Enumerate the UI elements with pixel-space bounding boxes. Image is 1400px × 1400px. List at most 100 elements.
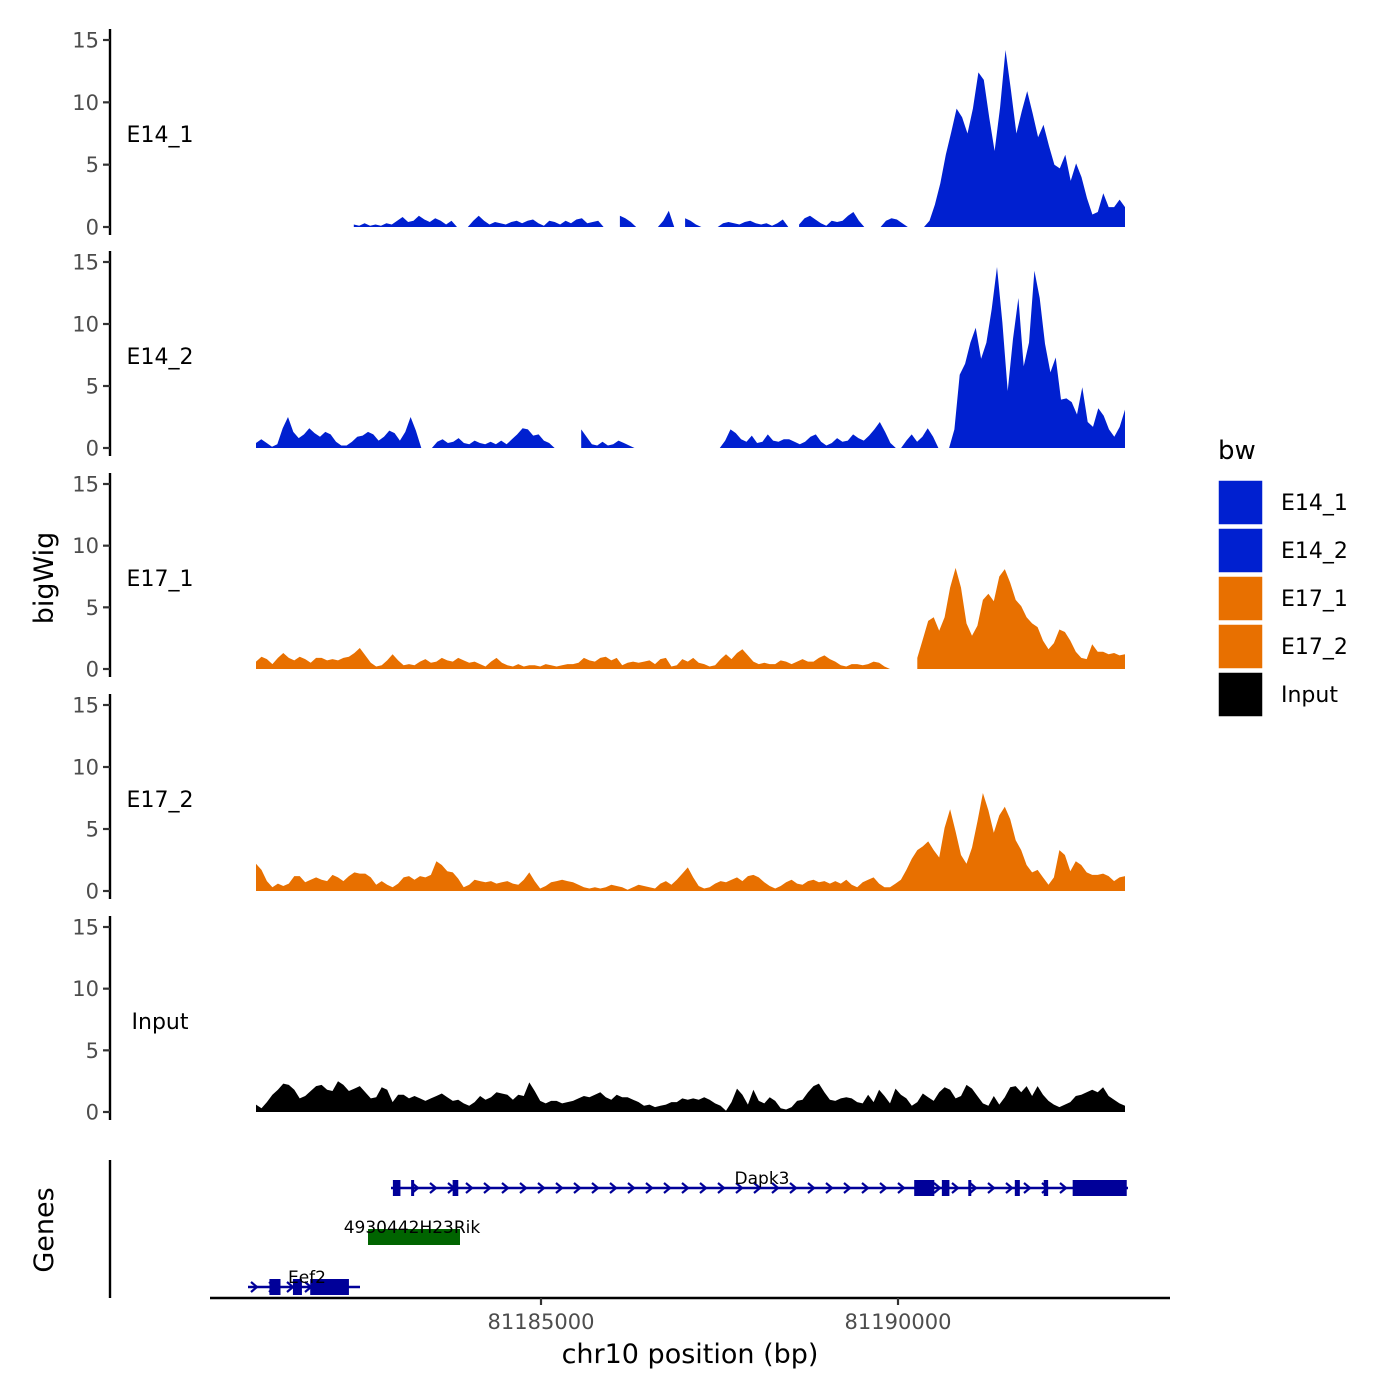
strand-chevron [717,1182,726,1194]
gene-dapk3: Dapk3 [391,1169,1128,1196]
track-label: E14_2 [127,345,194,370]
legend-item: E14_1 [1217,479,1348,526]
gene-exon [914,1180,935,1196]
y-axis-title: bigWig [29,532,60,625]
legend-item: E17_1 [1217,575,1348,622]
gene-exon [392,1180,401,1196]
y-tick-label: 5 [86,153,99,177]
track-label: E17_2 [127,788,194,813]
legend-item: E14_2 [1217,527,1348,574]
strand-chevron [429,1182,438,1194]
track-e17_2: 0 5 10 15 E17_2 [72,694,1125,904]
track-e14_1: 0 5 10 15 E14_1 [72,29,1125,240]
signal-area-e17_1 [256,567,1125,669]
y-tick-label: 10 [72,313,99,337]
strand-chevron [753,1182,762,1194]
signal-tracks: 0 5 10 15 E14_1 0 5 10 15 E14_2 0 5 10 15 E17_1 0 5 10 15 E… [72,29,1125,1125]
signal-area-e14_1 [256,50,1125,227]
y-tick-label: 15 [72,29,99,53]
legend-swatch [1217,671,1264,718]
strand-chevron [519,1182,528,1194]
strand-chevron [573,1182,582,1194]
strand-chevron [645,1182,654,1194]
y-tick-label: 5 [86,375,99,399]
y-tick-label: 15 [72,916,99,940]
strand-chevron [861,1182,870,1194]
strand-chevron [250,1281,259,1293]
strand-chevron [987,1182,996,1194]
genes-axis-title: Genes [29,1187,60,1272]
gene-4930442h23rik: 4930442H23Rik [344,1218,481,1245]
strand-chevron [1059,1182,1068,1194]
y-tick-label: 0 [86,437,99,461]
y-tick-label: 5 [86,596,99,620]
gene-label: Eef2 [288,1268,326,1288]
strand-chevron [627,1182,636,1194]
x-axis-title: chr10 position (bp) [562,1339,819,1370]
legend-label: Input [1281,683,1338,708]
legend-swatch [1217,575,1264,622]
strand-chevron [951,1182,960,1194]
strand-chevron [609,1182,618,1194]
gene-exon [941,1180,950,1196]
y-tick-label: 15 [72,251,99,275]
legend-swatch [1217,623,1264,670]
gene-exon [1043,1180,1049,1196]
track-input: 0 5 10 15 Input [72,916,1125,1125]
gene-label: 4930442H23Rik [344,1218,481,1238]
strand-chevron [483,1182,492,1194]
strand-chevron [969,1182,978,1194]
gene-exon [292,1279,302,1295]
strand-chevron [735,1182,744,1194]
track-label: Input [132,1010,189,1035]
gene-exon [310,1279,349,1295]
strand-chevron [663,1182,672,1194]
y-tick-label: 5 [86,1039,99,1063]
signal-area-input [256,1081,1125,1112]
gene-exon [968,1180,972,1196]
gene-eef2: Eef2 [248,1268,360,1295]
y-tick-label: 0 [86,658,99,682]
gene-exon [411,1180,415,1196]
gene-exon [269,1279,281,1295]
strand-chevron [501,1182,510,1194]
legend-label: E14_1 [1281,491,1348,516]
strand-chevron [537,1182,546,1194]
strand-chevron [681,1182,690,1194]
track-label: E17_1 [127,567,194,592]
y-tick-label: 10 [72,91,99,115]
legend-item: Input [1217,671,1338,718]
gene-exon [1014,1180,1020,1196]
strand-chevron [1023,1182,1032,1194]
y-tick-label: 15 [72,694,99,718]
y-tick-label: 10 [72,977,99,1001]
track-e14_2: 0 5 10 15 E14_2 [72,251,1125,461]
track-label: E14_1 [127,123,194,148]
track-e17_1: 0 5 10 15 E17_1 [72,473,1125,682]
y-tick-label: 5 [86,818,99,842]
legend-label: E17_1 [1281,587,1348,612]
y-tick-label: 10 [72,534,99,558]
strand-chevron [555,1182,564,1194]
strand-chevron [933,1182,942,1194]
y-tick-label: 10 [72,756,99,780]
strand-chevron [879,1182,888,1194]
gene-label: Dapk3 [735,1169,790,1189]
y-tick-label: 15 [72,473,99,497]
gene-exon [1072,1180,1127,1196]
gene-panel: 81185000 81190000 Dapk3 4930442H23Rik Eef2 [108,1160,1170,1334]
gene-exon [368,1229,460,1245]
legend-item: E17_2 [1217,623,1348,670]
signal-area-e14_2 [256,267,1125,448]
strand-chevron [897,1182,906,1194]
y-tick-label: 0 [86,1101,99,1125]
y-tick-label: 0 [86,216,99,240]
strand-chevron [825,1182,834,1194]
strand-chevron [699,1182,708,1194]
x-tick-label: 81185000 [488,1310,595,1334]
strand-chevron [1005,1182,1014,1194]
x-tick-label: 81190000 [845,1310,952,1334]
strand-chevron [789,1182,798,1194]
legend-label: E17_2 [1281,635,1348,660]
